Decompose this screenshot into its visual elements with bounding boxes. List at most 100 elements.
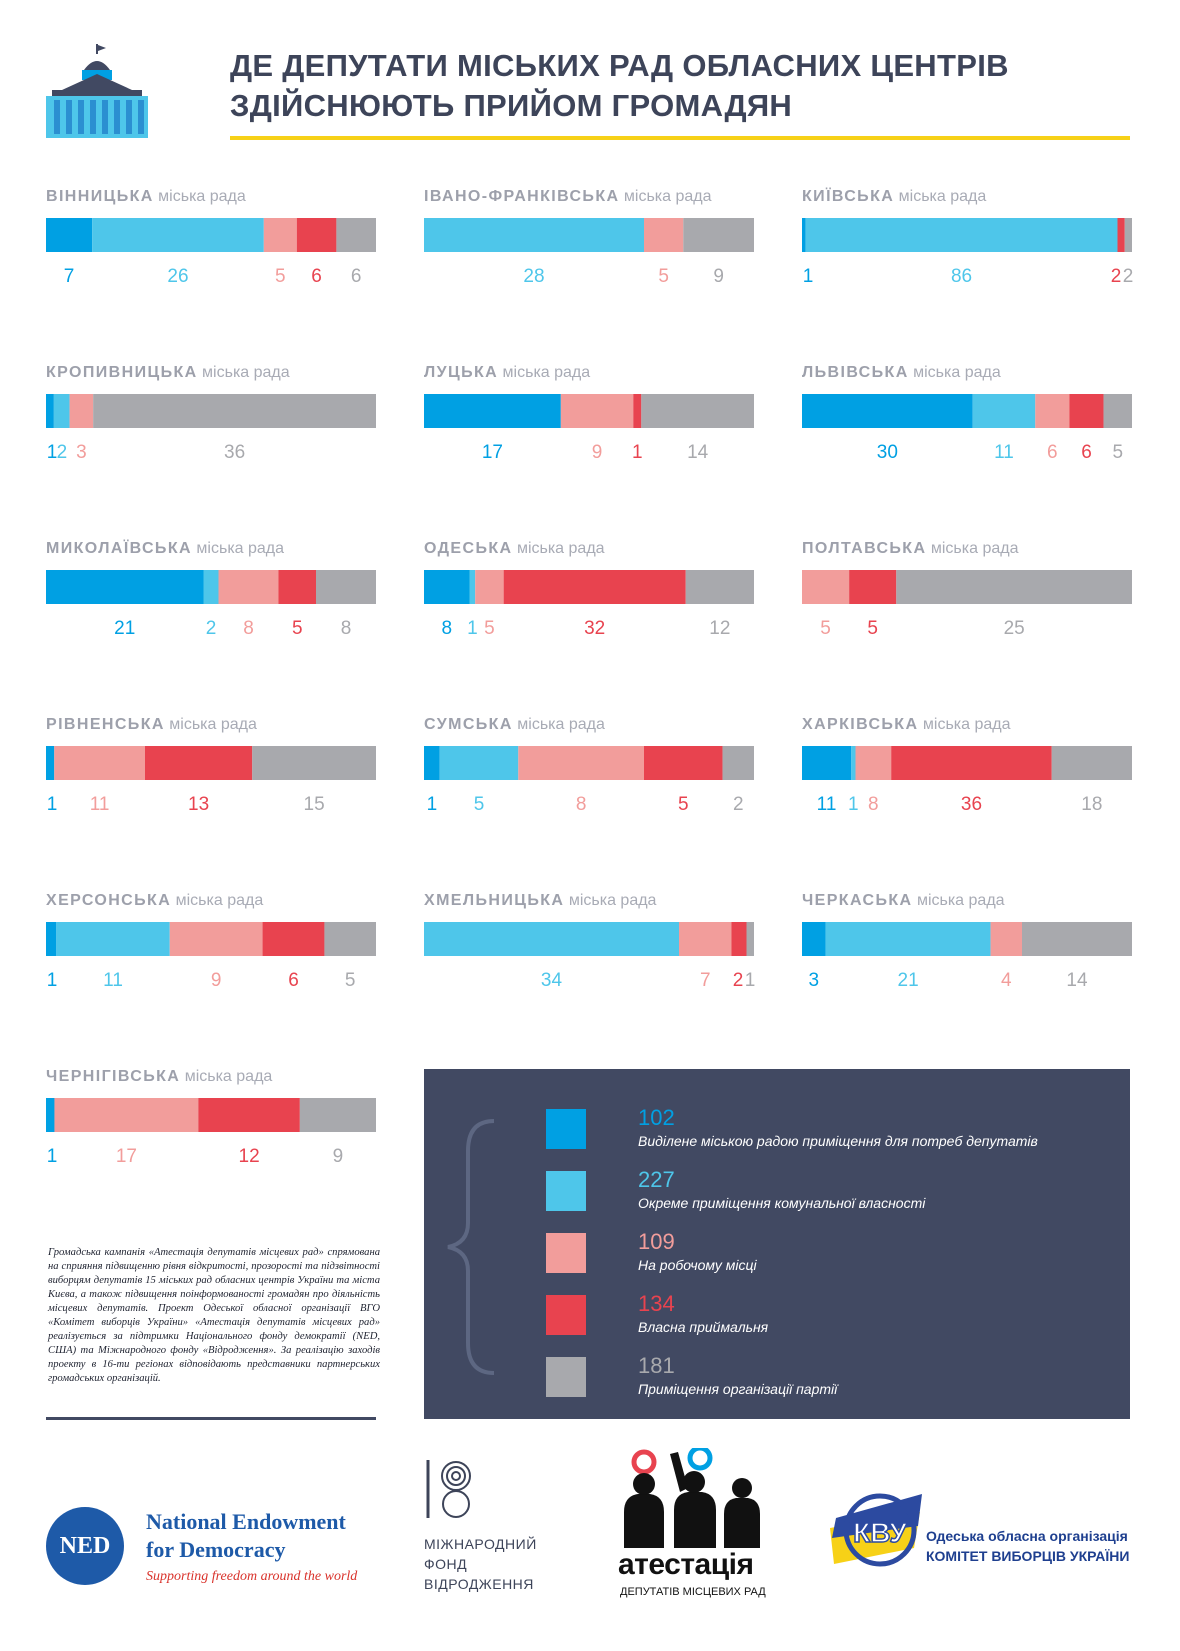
bar-segment bbox=[252, 746, 376, 780]
value-label: 1 bbox=[803, 266, 814, 287]
value-label: 1 bbox=[47, 970, 58, 991]
city-name: ЧЕРНІГІВСЬКА bbox=[46, 1068, 181, 1085]
value-label: 5 bbox=[867, 618, 878, 639]
legend-swatch bbox=[546, 1295, 586, 1335]
city-name: ЛУЦЬКА bbox=[424, 364, 499, 381]
value-label: 1 bbox=[47, 442, 58, 463]
city-name: СУМСЬКА bbox=[424, 716, 513, 733]
bar-segment bbox=[802, 922, 826, 956]
bar-segment bbox=[93, 394, 376, 428]
value-label: 8 bbox=[243, 618, 254, 639]
council-suffix: міська рада bbox=[196, 540, 285, 557]
value-label: 1 bbox=[745, 970, 756, 991]
bar-segment bbox=[262, 922, 325, 956]
bar-segment bbox=[1022, 922, 1132, 956]
value-label: 11 bbox=[90, 794, 110, 815]
stacked-bar: 8 1 5 32 12 bbox=[424, 570, 754, 639]
ned-name-line-2: for Democracy bbox=[146, 1537, 286, 1562]
value-label: 7 bbox=[700, 970, 711, 991]
bar-segment bbox=[683, 218, 754, 252]
bar-segment bbox=[316, 570, 376, 604]
value-label: 6 bbox=[1047, 442, 1058, 463]
stacked-bar: 17 9 1 14 bbox=[424, 394, 754, 463]
bar-segment bbox=[560, 394, 634, 428]
bar-segment bbox=[263, 218, 297, 252]
chart-12: ХЕРСОНСЬКА міська рада 1 11 9 6 5 bbox=[46, 892, 376, 1042]
council-suffix: міська рада bbox=[930, 540, 1019, 557]
bar-segment bbox=[851, 746, 856, 780]
chart-title: ХЕРСОНСЬКА міська рада bbox=[46, 892, 263, 910]
value-label: 6 bbox=[311, 266, 322, 287]
value-label: 14 bbox=[687, 442, 709, 463]
value-label: 2 bbox=[57, 442, 68, 463]
city-name: ХМЕЛЬНИЦЬКА bbox=[424, 892, 565, 909]
value-label: 8 bbox=[576, 794, 587, 815]
value-label: 21 bbox=[898, 970, 919, 991]
council-suffix: міська рада bbox=[922, 716, 1011, 733]
value-label: 5 bbox=[1112, 442, 1123, 463]
council-suffix: міська рада bbox=[517, 716, 605, 733]
atestatsiya-wordmark: атестація bbox=[618, 1548, 754, 1581]
legend-swatch bbox=[546, 1233, 586, 1273]
chart-14: ЧЕРКАСЬКА міська рада 3 21 4 14 bbox=[802, 892, 1132, 1042]
irf-logo: МІЖНАРОДНИЙ ФОНД ВІДРОДЖЕННЯ bbox=[424, 1458, 574, 1598]
irf-name-line-1: МІЖНАРОДНИЙ bbox=[424, 1536, 537, 1552]
chart-8: ПОЛТАВСЬКА міська рада 5 5 25 bbox=[802, 540, 1132, 690]
chart-3: КРОПИВНИЦЬКА міська рада 1 2 3 36 bbox=[46, 364, 376, 514]
bar-segment bbox=[56, 922, 170, 956]
chart-title: ЛУЦЬКА міська рада bbox=[424, 364, 590, 382]
value-label: 8 bbox=[441, 618, 452, 639]
bar-segment bbox=[1117, 218, 1125, 252]
value-label: 9 bbox=[592, 442, 603, 463]
legend-total: 134 bbox=[638, 1291, 675, 1316]
legend-label: Окреме приміщення комунальної власності bbox=[638, 1195, 926, 1211]
stacked-bar: 1 17 12 9 bbox=[46, 1098, 376, 1167]
value-label: 26 bbox=[167, 266, 188, 287]
chart-4: ЛУЦЬКА міська рада 17 9 1 14 bbox=[424, 364, 754, 514]
value-label: 17 bbox=[116, 1146, 137, 1167]
title-underline bbox=[230, 136, 1130, 140]
bar-segment bbox=[475, 570, 504, 604]
value-label: 12 bbox=[239, 1146, 260, 1167]
council-suffix: міська рада bbox=[898, 188, 987, 205]
bar-segment bbox=[424, 570, 470, 604]
value-label: 6 bbox=[351, 266, 362, 287]
value-label: 5 bbox=[474, 794, 485, 815]
value-label: 5 bbox=[820, 618, 831, 639]
ned-mark: NED bbox=[46, 1507, 124, 1585]
chart-title: ПОЛТАВСЬКА міська рада bbox=[802, 540, 1019, 558]
value-label: 1 bbox=[47, 794, 58, 815]
stacked-bar: 1 2 3 36 bbox=[46, 394, 376, 463]
project-note: Громадська кампанія «Атестація депутатів… bbox=[48, 1247, 380, 1384]
council-suffix: міська рада bbox=[568, 892, 657, 909]
chart-title: КРОПИВНИЦЬКА міська рада bbox=[46, 364, 290, 382]
chart-2: КИЇВСЬКА міська рада 1 86 2 2 bbox=[802, 188, 1133, 338]
stacked-bar: 1 5 8 5 2 bbox=[424, 746, 754, 815]
bar-segment bbox=[503, 570, 686, 604]
value-label: 5 bbox=[275, 266, 286, 287]
value-label: 36 bbox=[961, 794, 982, 815]
chart-6: МИКОЛАЇВСЬКА міська рада 21 2 8 5 8 bbox=[46, 540, 376, 690]
bar-segment bbox=[169, 922, 263, 956]
value-label: 17 bbox=[482, 442, 503, 463]
value-label: 28 bbox=[523, 266, 544, 287]
atestatsiya-subtitle: ДЕПУТАТІВ МІСЦЕВИХ РАД bbox=[620, 1586, 766, 1598]
legend-label: На робочому місці bbox=[638, 1257, 757, 1273]
atestatsiya-logo: атестація ДЕПУТАТІВ МІСЦЕВИХ РАД bbox=[614, 1445, 784, 1598]
chart-5: ЛЬВІВСЬКА міська рада 30 11 6 6 5 bbox=[802, 364, 1132, 514]
kvu-mark: КВУ bbox=[853, 1517, 907, 1548]
chart-title: ВІННИЦЬКА міська рада bbox=[46, 188, 246, 206]
bar-segment bbox=[1124, 218, 1132, 252]
value-label: 21 bbox=[114, 618, 135, 639]
value-label: 12 bbox=[709, 618, 730, 639]
value-label: 9 bbox=[333, 1146, 344, 1167]
value-label: 5 bbox=[678, 794, 689, 815]
value-label: 5 bbox=[484, 618, 495, 639]
bar-segment bbox=[145, 746, 253, 780]
bar-segment bbox=[731, 922, 747, 956]
stacked-bar: 1 11 9 6 5 bbox=[46, 922, 376, 991]
kvu-mark-icon: КВУ bbox=[830, 1493, 922, 1567]
bar-segment bbox=[203, 570, 219, 604]
chart-11: ХАРКІВСЬКА міська рада 11 1 8 36 18 bbox=[802, 716, 1132, 866]
value-label: 2 bbox=[733, 794, 744, 815]
